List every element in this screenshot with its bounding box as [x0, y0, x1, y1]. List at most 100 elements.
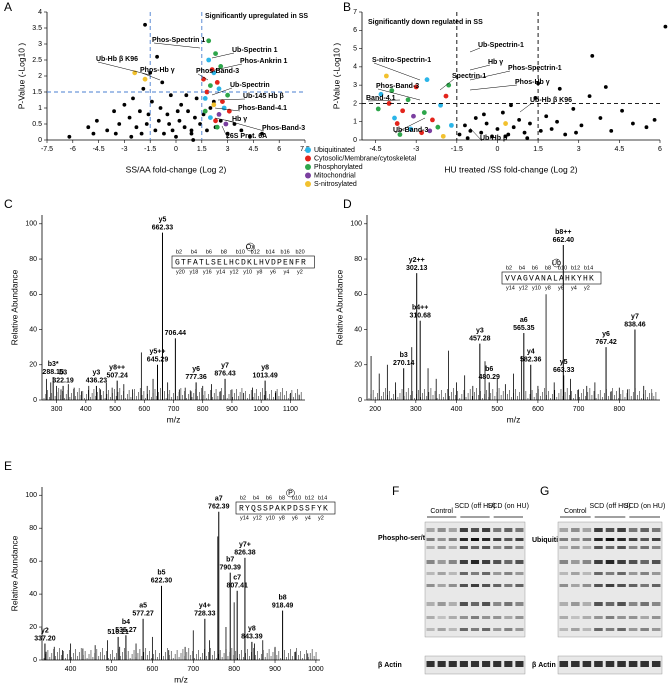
- band: [448, 528, 457, 532]
- peak-ion-label: y2: [41, 627, 49, 634]
- data-point: [206, 57, 212, 63]
- band: [559, 528, 569, 532]
- band: [617, 538, 626, 541]
- y-tick-label: 0: [33, 657, 37, 664]
- band: [470, 602, 480, 606]
- band: [470, 560, 480, 564]
- band: [594, 584, 603, 587]
- data-point: [557, 86, 562, 91]
- band: [640, 560, 649, 564]
- peak-mz-label: 337.20: [34, 635, 56, 642]
- data-point: [225, 92, 231, 98]
- data-point: [131, 96, 135, 101]
- band: [640, 584, 649, 587]
- actin-band: [628, 661, 638, 667]
- x-tick-label: 500: [109, 406, 121, 413]
- y-ion: y12: [253, 515, 262, 521]
- data-point: [438, 102, 443, 108]
- band: [459, 584, 468, 587]
- data-point: [375, 106, 381, 112]
- annotation: 26S Prot. 6A: [226, 133, 267, 140]
- b-ion: b2: [240, 495, 246, 501]
- data-point: [216, 112, 222, 117]
- band: [571, 628, 580, 631]
- b-ion: b6: [206, 249, 212, 255]
- data-point: [86, 125, 91, 130]
- annotation: Phos-Ankrin 1: [240, 58, 288, 65]
- data-point: [465, 136, 470, 141]
- peak-mz-label: 826.38: [234, 550, 256, 557]
- peak-ion-label: a7: [215, 496, 223, 503]
- actin-band: [504, 661, 513, 667]
- y-tick-label: 60: [29, 558, 37, 565]
- annotation-arrow: [439, 78, 455, 91]
- band: [482, 602, 491, 606]
- y-ion: y10: [266, 515, 275, 521]
- band: [482, 584, 491, 587]
- y-ion: y6: [270, 269, 276, 275]
- data-point: [392, 115, 397, 121]
- y-axis-title: Relative Abundance: [334, 269, 344, 345]
- band: [448, 546, 457, 549]
- data-point: [122, 102, 127, 107]
- annotation: Spectrin-1: [452, 73, 486, 80]
- band: [582, 616, 592, 619]
- band: [504, 528, 513, 532]
- data-point: [430, 117, 435, 123]
- annotation-arrow: [141, 72, 161, 81]
- band: [437, 584, 446, 587]
- x-tick-label: 700: [573, 406, 585, 413]
- data-point: [165, 112, 170, 117]
- y-tick-label: 3: [38, 41, 42, 48]
- data-point: [117, 122, 122, 126]
- band: [493, 602, 502, 606]
- actin-band: [437, 661, 446, 667]
- b-ion: b14: [266, 249, 275, 255]
- y-tick-label: 1: [353, 119, 357, 126]
- band: [617, 546, 626, 549]
- y-ion: y2: [318, 515, 324, 521]
- annotation: Phos-Band-3: [262, 125, 305, 132]
- band: [426, 528, 435, 532]
- band: [459, 546, 468, 549]
- data-point: [652, 117, 657, 122]
- band: [448, 602, 457, 606]
- data-point: [137, 109, 142, 114]
- y-ion: y8: [257, 269, 263, 275]
- annotation-arrow: [469, 64, 491, 71]
- data-point: [186, 109, 190, 114]
- peak-ion-label: b6: [485, 366, 493, 373]
- band: [651, 560, 661, 564]
- data-point: [413, 84, 419, 90]
- peak-mz-label: 728.33: [194, 611, 216, 618]
- annotation-arrow: [221, 125, 229, 140]
- peak-ion-label: b8: [279, 594, 287, 601]
- data-point: [484, 121, 489, 126]
- data-point: [533, 96, 538, 100]
- band: [628, 602, 638, 606]
- y-axis-title: Relative Abundance: [9, 535, 19, 611]
- band: [448, 616, 457, 619]
- band: [504, 628, 513, 631]
- x-tick-label: 600: [138, 406, 150, 413]
- panel-letter: F: [392, 484, 399, 498]
- data-point: [105, 128, 110, 133]
- loading-label: β Actin: [532, 662, 556, 669]
- peak-ion-label: y8: [261, 364, 269, 371]
- y-ion: y4: [284, 269, 290, 275]
- data-point: [142, 76, 148, 82]
- group-label: SCD (off HU): [454, 503, 495, 510]
- actin-band: [617, 661, 626, 667]
- y-ion: y8: [279, 515, 285, 521]
- band: [559, 602, 569, 606]
- data-point: [435, 124, 441, 130]
- b-ion: b6: [266, 495, 272, 501]
- target-label: Ubiquitin: [532, 537, 562, 544]
- band: [605, 572, 615, 575]
- y-ion: y10: [532, 285, 541, 291]
- x-tick-label: 500: [491, 406, 503, 413]
- annotation-arrow: [469, 47, 481, 53]
- sequence-box: [235, 501, 336, 515]
- band: [437, 628, 446, 631]
- x-tick-label: 7.5: [300, 146, 310, 153]
